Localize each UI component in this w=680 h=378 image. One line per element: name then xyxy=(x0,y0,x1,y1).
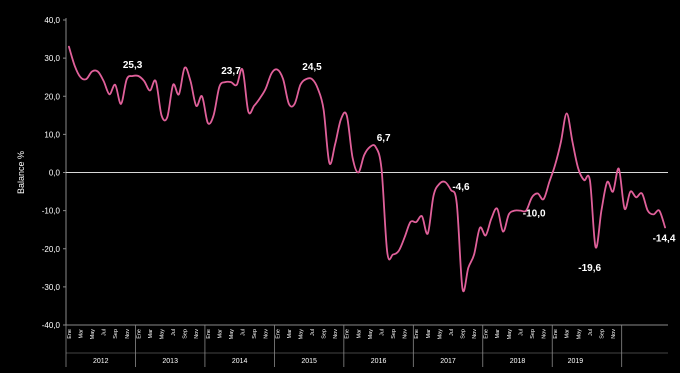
x-month-label: Mar xyxy=(356,329,362,339)
x-month-label: Nov xyxy=(403,329,409,339)
x-month-label: Mar xyxy=(495,329,501,339)
x-month-label: Mar xyxy=(426,329,432,339)
data-label: 6,7 xyxy=(377,133,391,144)
x-month-label: Nov xyxy=(472,329,478,339)
x-month-label: Jul xyxy=(588,329,594,336)
y-tick-label: -40,0 xyxy=(42,321,61,330)
x-month-label: Mar xyxy=(565,329,571,339)
x-month-label: Nov xyxy=(542,329,548,339)
x-month-label: Jul xyxy=(102,329,108,336)
x-month-label: Nov xyxy=(333,329,339,339)
y-tick-label: 40,0 xyxy=(44,16,60,25)
x-month-label: Sep xyxy=(113,329,119,339)
x-month-label: Mar xyxy=(78,329,84,339)
y-tick-label: -20,0 xyxy=(42,245,61,254)
x-month-label: Nov xyxy=(264,329,270,339)
y-tick-label: 20,0 xyxy=(44,92,60,101)
x-year-label: 2012 xyxy=(93,358,109,365)
x-month-label: Jul xyxy=(310,329,316,336)
data-label: -19,6 xyxy=(578,263,601,274)
x-month-label: May xyxy=(160,329,166,340)
x-year-label: 2013 xyxy=(162,358,178,365)
x-month-label: Sep xyxy=(530,329,536,339)
x-month-label: Ene xyxy=(136,329,142,339)
y-tick-label: 30,0 xyxy=(44,54,60,63)
x-month-label: Ene xyxy=(67,329,73,339)
x-month-label: May xyxy=(90,329,96,340)
x-month-label: Sep xyxy=(599,329,605,339)
x-month-label: Jul xyxy=(449,329,455,336)
x-month-label: Sep xyxy=(183,329,189,339)
x-month-label: May xyxy=(368,329,374,340)
x-month-label: Nov xyxy=(611,329,617,339)
y-tick-label: 0,0 xyxy=(49,169,61,178)
x-month-label: May xyxy=(437,329,443,340)
x-month-label: Ene xyxy=(275,329,281,339)
x-year-label: 2015 xyxy=(301,358,317,365)
x-month-label: Ene xyxy=(206,329,212,339)
x-month-label: Jul xyxy=(171,329,177,336)
data-label: -14,4 xyxy=(653,233,676,244)
x-month-label: Mar xyxy=(217,329,223,339)
data-label: 23,7 xyxy=(221,66,241,77)
y-axis-title: Balance % xyxy=(16,151,26,194)
x-month-label: Sep xyxy=(461,329,467,339)
x-month-label: Mar xyxy=(287,329,293,339)
x-month-label: Ene xyxy=(345,329,351,339)
x-year-label: 2018 xyxy=(510,358,526,365)
x-month-label: Ene xyxy=(484,329,490,339)
x-year-label: 2014 xyxy=(232,358,248,365)
y-tick-label: -30,0 xyxy=(42,283,61,292)
data-label: 24,5 xyxy=(302,62,322,73)
x-month-label: Jul xyxy=(379,329,385,336)
x-month-label: Ene xyxy=(414,329,420,339)
x-year-label: 2017 xyxy=(440,358,456,365)
x-month-label: Jul xyxy=(518,329,524,336)
y-tick-label: 10,0 xyxy=(44,130,60,139)
x-month-label: Ene xyxy=(553,329,559,339)
data-label: -4,6 xyxy=(452,182,470,193)
x-month-label: Nov xyxy=(194,329,200,339)
x-month-label: Jul xyxy=(241,329,247,336)
x-month-label: May xyxy=(507,329,513,340)
x-month-label: Mar xyxy=(148,329,154,339)
balance-series-line xyxy=(68,45,666,293)
x-year-label: 2019 xyxy=(568,358,584,365)
y-tick-label: -10,0 xyxy=(42,207,61,216)
x-month-label: Sep xyxy=(322,329,328,339)
x-year-label: 2016 xyxy=(371,358,387,365)
x-month-label: May xyxy=(229,329,235,340)
x-month-label: Nov xyxy=(125,329,131,339)
data-label: 25,3 xyxy=(123,60,143,71)
x-month-label: Sep xyxy=(391,329,397,339)
x-month-label: Sep xyxy=(252,329,258,339)
x-month-label: May xyxy=(576,329,582,340)
x-month-label: May xyxy=(298,329,304,340)
data-label: -10,0 xyxy=(523,209,546,220)
